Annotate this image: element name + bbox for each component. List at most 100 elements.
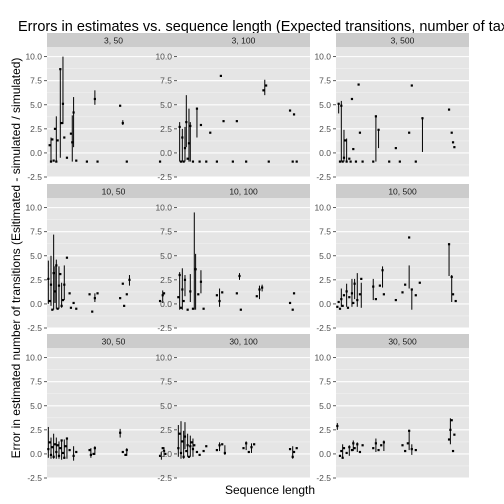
data-point	[59, 447, 62, 450]
data-point	[382, 293, 385, 296]
data-point	[125, 448, 128, 452]
data-point	[346, 306, 350, 309]
data-point	[454, 299, 457, 303]
data-point	[202, 449, 205, 453]
panel-background	[177, 348, 310, 478]
data-point	[185, 449, 188, 453]
y-tick-label: 10.0	[155, 52, 172, 62]
data-point	[52, 159, 55, 162]
data-point	[344, 139, 347, 142]
data-point	[198, 453, 201, 456]
data-point	[63, 283, 66, 286]
data-point	[340, 298, 343, 301]
data-point	[185, 121, 188, 124]
data-point	[352, 147, 355, 151]
data-point	[60, 121, 63, 125]
data-point	[372, 447, 375, 450]
data-point	[414, 448, 417, 452]
y-tick-label: -2.5	[316, 473, 331, 483]
data-point	[342, 294, 346, 297]
data-point	[357, 83, 360, 86]
data-point	[377, 448, 380, 452]
data-point	[348, 157, 351, 160]
data-point	[218, 299, 221, 303]
data-point	[410, 448, 413, 451]
data-point	[189, 445, 192, 448]
data-point	[121, 282, 124, 285]
data-point	[262, 89, 265, 92]
y-tick-label: 7.5	[160, 377, 172, 387]
data-point	[345, 290, 348, 293]
data-point	[64, 445, 67, 448]
data-point	[93, 97, 96, 101]
data-point	[60, 304, 63, 307]
y-tick-label: 0.0	[30, 148, 42, 158]
data-point	[124, 453, 127, 456]
panel-background	[336, 47, 469, 177]
data-point	[215, 294, 218, 297]
data-point	[59, 68, 62, 71]
data-point	[219, 74, 222, 77]
data-point	[231, 160, 234, 163]
facet-strip	[336, 184, 469, 198]
data-point	[158, 299, 162, 303]
data-point	[56, 139, 59, 142]
data-point	[447, 243, 451, 246]
data-point	[161, 294, 164, 297]
data-point	[292, 113, 296, 116]
data-point	[51, 308, 54, 311]
facet-strip	[177, 334, 310, 348]
data-point	[205, 160, 208, 163]
data-point	[421, 117, 424, 120]
data-point	[374, 442, 377, 445]
data-point	[178, 125, 181, 129]
data-point	[183, 278, 187, 281]
data-point	[265, 84, 268, 87]
data-point	[60, 439, 63, 442]
data-point	[181, 136, 184, 139]
data-point	[53, 443, 57, 446]
data-point	[179, 306, 183, 309]
facet-strip-label: 30, 50	[102, 337, 126, 347]
data-point	[222, 120, 225, 123]
data-point	[394, 147, 397, 150]
y-tick-label: 7.5	[319, 76, 331, 86]
data-point	[186, 308, 189, 311]
data-point	[247, 450, 250, 454]
data-point	[372, 285, 375, 288]
data-point	[75, 450, 78, 454]
data-point	[59, 272, 62, 276]
data-point	[193, 444, 196, 447]
y-tick-label: 10.0	[314, 203, 331, 213]
data-point	[258, 288, 261, 291]
facet-strip-label: 30, 500	[388, 337, 417, 347]
data-point	[158, 160, 162, 163]
y-tick-label: 2.5	[30, 124, 42, 134]
y-tick-label: 2.5	[160, 425, 172, 435]
y-tick-label: 5.0	[30, 401, 42, 411]
data-point	[195, 450, 199, 454]
data-point	[239, 308, 242, 311]
data-point	[261, 286, 264, 289]
facet-panel: 10, 500 -2.5 0.0 2.5 5.0 7.5 10.0	[314, 184, 469, 333]
data-point	[451, 449, 455, 453]
data-point	[245, 160, 248, 163]
facet-strip-label: 10, 50	[102, 187, 126, 197]
data-point	[450, 131, 453, 134]
data-point	[63, 136, 66, 139]
facet-strip	[177, 184, 310, 198]
data-point	[183, 435, 187, 438]
data-point	[179, 160, 183, 163]
data-point	[181, 288, 184, 291]
y-tick-label: -2.5	[157, 172, 172, 182]
data-point	[191, 448, 195, 451]
facet-strip-label: 3, 100	[232, 36, 256, 46]
facet-strip-label: 10, 100	[229, 187, 258, 197]
data-point	[378, 284, 381, 287]
y-tick-label: 5.0	[319, 251, 331, 261]
data-point	[162, 449, 166, 453]
data-point	[292, 450, 296, 454]
y-tick-label: -2.5	[27, 473, 42, 483]
data-point	[354, 160, 358, 163]
data-point	[337, 102, 340, 105]
